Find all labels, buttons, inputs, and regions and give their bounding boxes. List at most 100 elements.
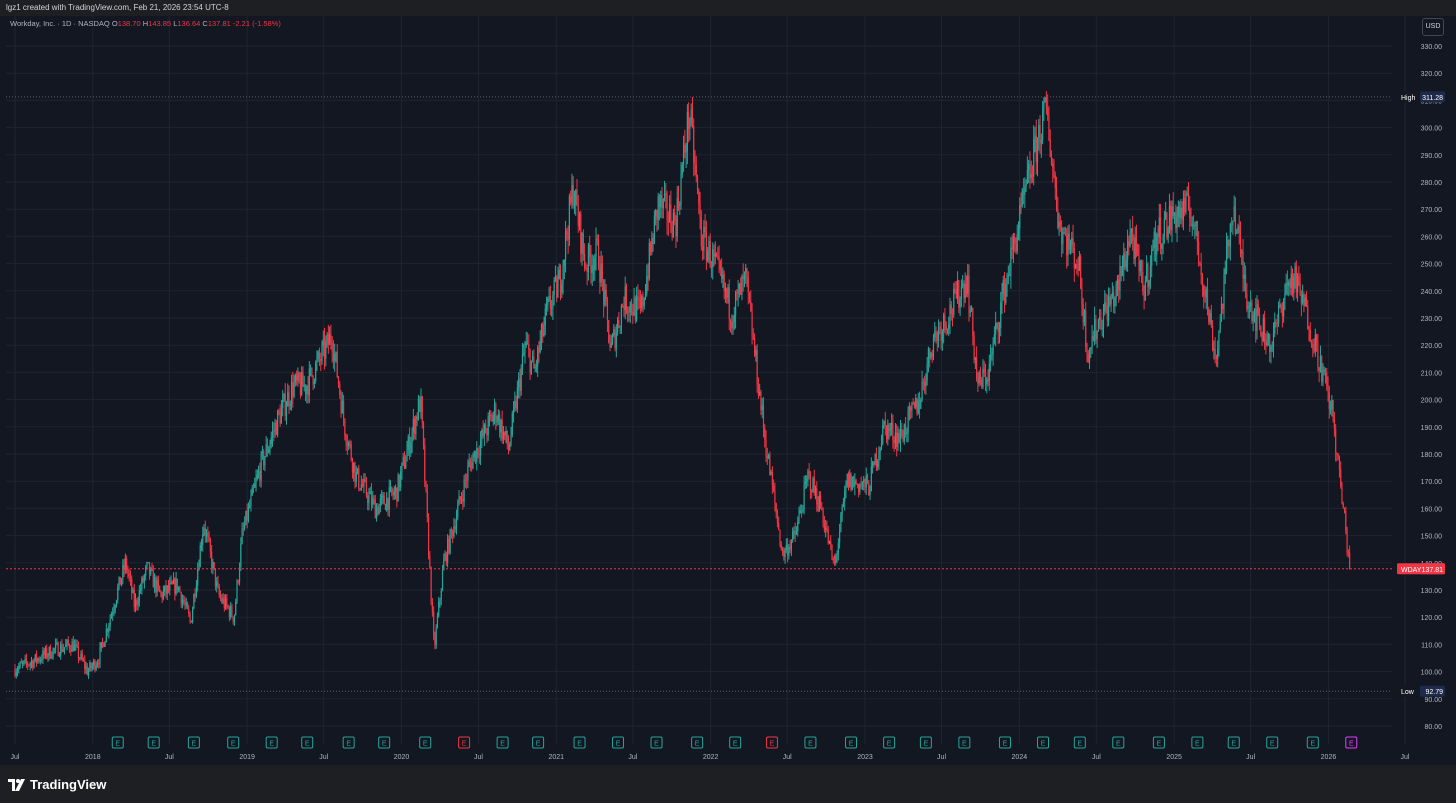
candle-down bbox=[898, 433, 900, 443]
candle-down bbox=[1307, 305, 1309, 330]
candle-up bbox=[1250, 302, 1252, 306]
candle-down bbox=[1135, 237, 1138, 244]
candle-down bbox=[27, 662, 29, 666]
candle-up bbox=[903, 424, 905, 441]
candle-down bbox=[691, 109, 694, 126]
candle-down bbox=[35, 654, 38, 662]
candle-up bbox=[627, 311, 629, 313]
candle-down bbox=[1015, 243, 1017, 252]
candle-down bbox=[462, 498, 464, 502]
candle-down bbox=[1349, 552, 1351, 570]
candle-up bbox=[268, 448, 270, 453]
candle-down bbox=[576, 189, 578, 206]
candle-up bbox=[724, 288, 727, 291]
candle-up bbox=[18, 666, 20, 671]
candle-down bbox=[1073, 247, 1075, 269]
candle-down bbox=[529, 349, 531, 374]
candle-up bbox=[172, 579, 175, 584]
currency-button[interactable]: USD bbox=[1422, 18, 1444, 36]
candle-up bbox=[969, 310, 971, 313]
candle-down bbox=[832, 558, 834, 561]
candle-up bbox=[737, 289, 739, 294]
candle-up bbox=[836, 552, 838, 556]
candle-up bbox=[915, 398, 917, 408]
candle-up bbox=[544, 308, 546, 326]
candle-down bbox=[1082, 304, 1084, 323]
candle-down bbox=[756, 350, 758, 386]
chart-frame[interactable]: 330.00320.00310.00300.00290.00280.00270.… bbox=[0, 16, 1456, 765]
candle-up bbox=[663, 193, 666, 199]
price-tag-label: WDAY bbox=[1401, 567, 1422, 574]
candle-down bbox=[160, 591, 162, 594]
candle-down bbox=[1199, 262, 1201, 265]
candle-up bbox=[216, 581, 218, 587]
candle-up bbox=[1129, 232, 1131, 247]
candle-down bbox=[751, 311, 753, 338]
candle-down bbox=[82, 659, 85, 661]
candle-up bbox=[1290, 273, 1292, 289]
candle-down bbox=[344, 419, 346, 437]
candle-up bbox=[53, 648, 55, 650]
x-tick-label: 2026 bbox=[1321, 754, 1337, 761]
y-tick-label: 80.00 bbox=[1424, 724, 1442, 731]
y-tick-label: 250.00 bbox=[1421, 262, 1443, 269]
candle-up bbox=[842, 501, 845, 507]
candle-up bbox=[578, 213, 581, 226]
candle-up bbox=[1033, 139, 1035, 177]
candle-up bbox=[1195, 221, 1197, 225]
candle-up bbox=[479, 440, 482, 456]
candle-up bbox=[80, 653, 82, 659]
candle-down bbox=[273, 430, 275, 432]
candle-up bbox=[175, 578, 177, 594]
candle-up bbox=[839, 531, 841, 543]
candle-down bbox=[740, 283, 742, 295]
candle-down bbox=[677, 197, 680, 206]
candle-up bbox=[617, 320, 619, 333]
candle-up bbox=[1229, 224, 1231, 247]
price-chart[interactable]: 330.00320.00310.00300.00290.00280.00270.… bbox=[0, 16, 1456, 765]
candle-down bbox=[76, 644, 78, 646]
candle-up bbox=[1156, 234, 1158, 255]
candle-up bbox=[547, 298, 549, 306]
candle-down bbox=[288, 392, 290, 406]
candle-down bbox=[123, 564, 125, 570]
candle-down bbox=[188, 609, 190, 615]
candle-down bbox=[1132, 228, 1134, 242]
candle-down bbox=[354, 462, 356, 482]
earnings-badge-label: E bbox=[231, 741, 236, 748]
candle-down bbox=[422, 422, 425, 446]
earnings-badge bbox=[265, 736, 278, 749]
candle-up bbox=[1180, 207, 1182, 218]
candle-up bbox=[30, 660, 33, 664]
candle-up bbox=[1134, 237, 1136, 260]
candle-down bbox=[769, 454, 771, 476]
candle-down bbox=[318, 352, 321, 360]
candle-up bbox=[93, 660, 95, 666]
tradingview-logo[interactable]: TradingView bbox=[8, 777, 106, 792]
candle-up bbox=[1219, 321, 1221, 331]
candle-down bbox=[1076, 264, 1078, 269]
candle-up bbox=[703, 227, 705, 251]
legend-close-label: C bbox=[202, 19, 208, 28]
candle-up bbox=[512, 407, 515, 413]
candle-up bbox=[360, 484, 362, 490]
candle-up bbox=[483, 424, 485, 437]
candle-up bbox=[301, 372, 303, 395]
legend-open-label: O bbox=[111, 19, 118, 28]
candle-down bbox=[667, 220, 669, 222]
candle-down bbox=[57, 642, 59, 656]
candle-up bbox=[1038, 124, 1040, 138]
candle-down bbox=[827, 529, 829, 544]
candle-up bbox=[401, 462, 403, 472]
candle-down bbox=[586, 268, 588, 273]
candle-up bbox=[105, 629, 107, 642]
y-tick-label: 240.00 bbox=[1421, 289, 1443, 296]
candle-down bbox=[1326, 372, 1328, 387]
candle-up bbox=[1074, 264, 1077, 269]
candle-up bbox=[1176, 216, 1178, 229]
candle-down bbox=[491, 415, 493, 422]
candle-up bbox=[591, 265, 593, 274]
candle-up bbox=[889, 428, 891, 432]
candle-down bbox=[764, 428, 766, 440]
candle-down bbox=[833, 560, 836, 563]
